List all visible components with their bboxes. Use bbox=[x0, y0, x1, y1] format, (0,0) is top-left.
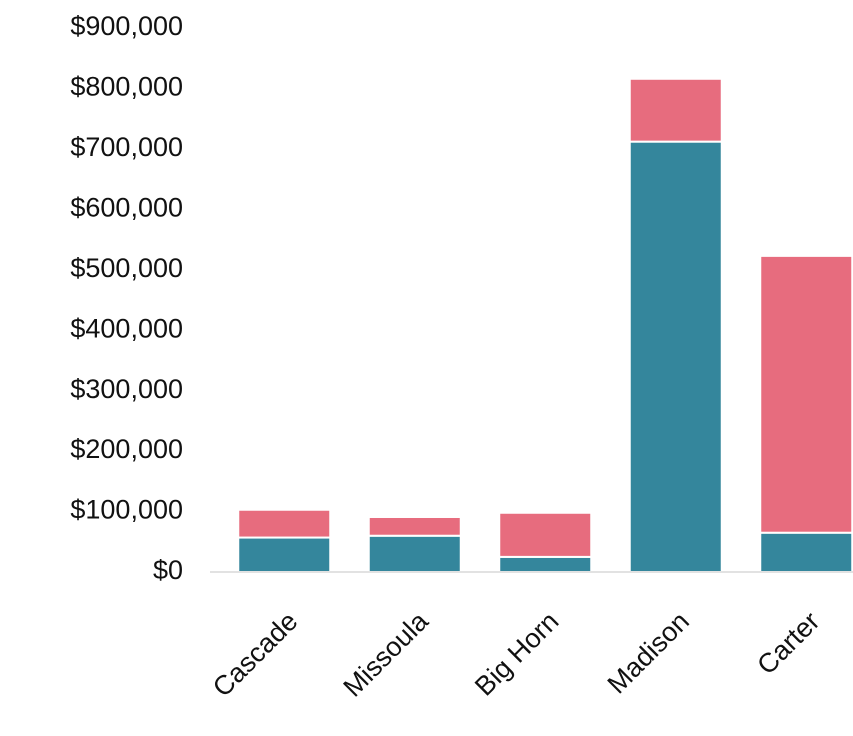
y-tick-label: $500,000 bbox=[70, 253, 183, 283]
y-tick-label: $0 bbox=[153, 555, 183, 585]
y-tick-label: $700,000 bbox=[70, 132, 183, 162]
x-tick-label: Missoula bbox=[337, 605, 434, 702]
y-tick-label: $200,000 bbox=[70, 434, 183, 464]
bar-segment bbox=[628, 140, 723, 573]
y-tick-label: $800,000 bbox=[70, 72, 183, 102]
x-tick-label: Cascade bbox=[207, 606, 304, 703]
bar-segment bbox=[759, 254, 853, 534]
x-tick-label: Carter bbox=[751, 606, 825, 680]
y-tick-label: $100,000 bbox=[70, 495, 183, 525]
bar-segment bbox=[367, 534, 462, 574]
y-tick-label: $600,000 bbox=[70, 192, 183, 222]
bar-segment bbox=[237, 508, 332, 539]
bar-segment bbox=[498, 555, 593, 574]
x-tick-label: Big Horn bbox=[469, 606, 564, 701]
bar-segment bbox=[237, 536, 332, 574]
x-tick-label: Madison bbox=[602, 606, 695, 699]
y-tick-label: $900,000 bbox=[70, 11, 183, 41]
y-tick-label: $400,000 bbox=[70, 313, 183, 343]
y-tick-label: $300,000 bbox=[70, 374, 183, 404]
bar-segment bbox=[367, 515, 462, 537]
bar-segment bbox=[498, 511, 593, 558]
bar-segment bbox=[628, 77, 723, 143]
bar-segment bbox=[759, 531, 853, 574]
